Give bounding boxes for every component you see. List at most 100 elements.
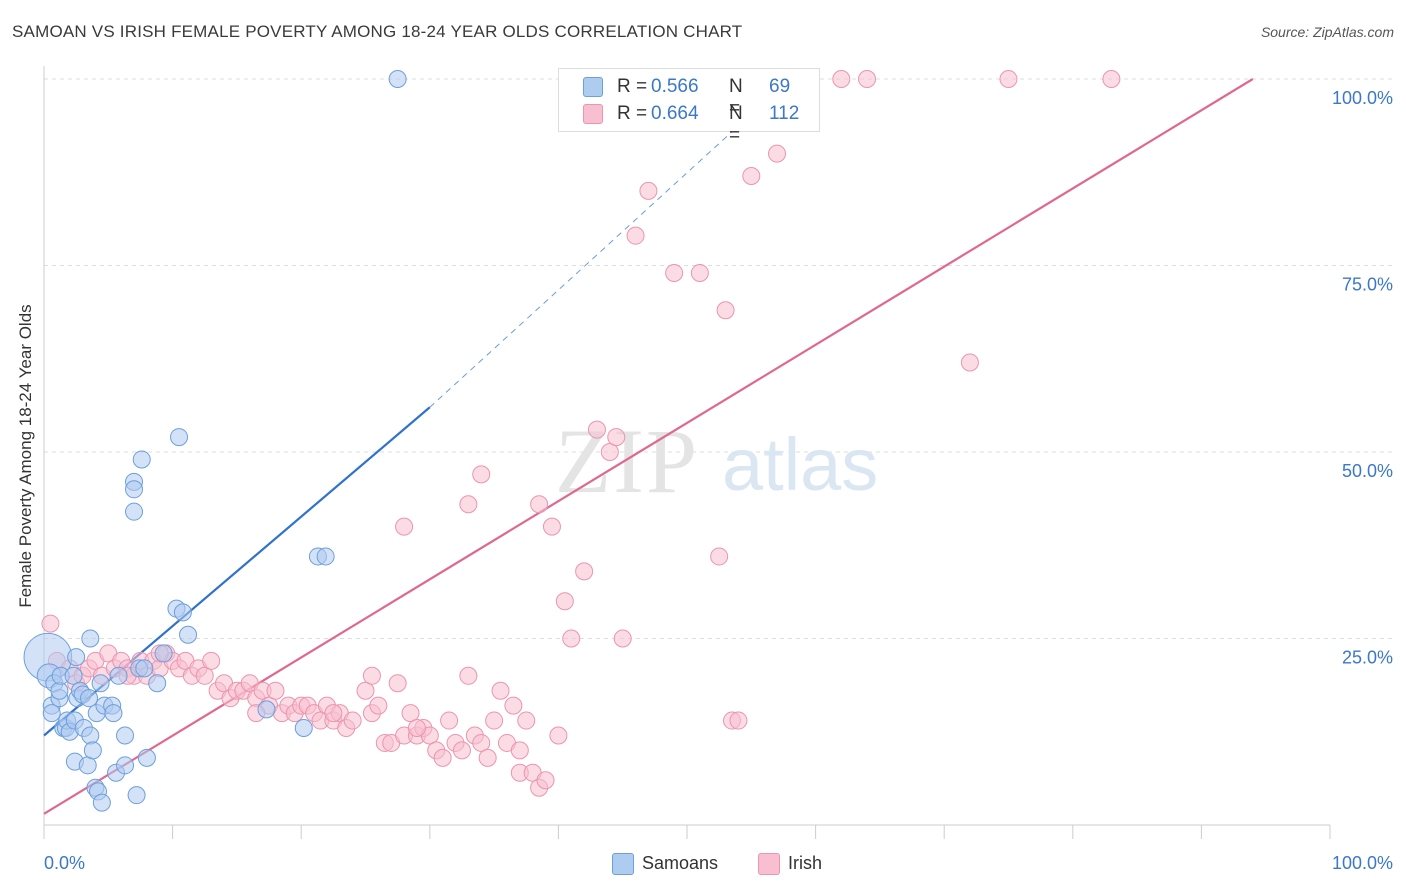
x-tick-label: 0.0% bbox=[44, 853, 85, 873]
irish-points bbox=[41, 70, 1121, 797]
y-tick-label: 100.0% bbox=[1332, 88, 1393, 108]
samoan-point bbox=[257, 700, 276, 719]
irish-point bbox=[202, 651, 221, 670]
samoans-legend-swatch bbox=[612, 853, 634, 875]
samoan-point bbox=[67, 648, 86, 667]
irish-r-value: 0.664 bbox=[651, 103, 699, 124]
samoan-point bbox=[125, 502, 144, 521]
irish-point bbox=[729, 711, 748, 730]
irish-point bbox=[600, 443, 619, 461]
irish-point bbox=[356, 681, 375, 700]
irish-point bbox=[549, 726, 568, 745]
samoan-point bbox=[127, 786, 146, 805]
axes bbox=[43, 66, 1331, 839]
irish-point bbox=[562, 629, 581, 648]
irish-legend-label: Irish bbox=[788, 853, 823, 873]
watermark-zip: ZIP bbox=[555, 410, 699, 512]
samoan-point bbox=[179, 625, 198, 644]
irish-point bbox=[369, 696, 388, 715]
irish-point bbox=[433, 748, 452, 767]
samoans-r-value: 0.566 bbox=[651, 76, 699, 97]
bottom-legend: Samoans Irish bbox=[0, 852, 1406, 878]
samoan-point bbox=[316, 547, 335, 566]
irish-point bbox=[613, 629, 632, 648]
y-tick-label: 75.0% bbox=[1342, 275, 1393, 295]
legend: R = 0.566 N = 69 R = 0.664 N = 112 bbox=[558, 68, 820, 146]
irish-point bbox=[639, 181, 658, 200]
irish-point bbox=[195, 666, 214, 685]
samoan-point bbox=[388, 70, 407, 88]
samoan-point bbox=[109, 666, 128, 685]
irish-point bbox=[472, 733, 491, 752]
irish-point bbox=[716, 301, 735, 320]
samoan-point bbox=[125, 480, 144, 499]
samoans-n-label: N = bbox=[729, 76, 743, 119]
irish-point bbox=[485, 711, 504, 730]
samoan-point bbox=[148, 674, 167, 693]
samoan-point bbox=[154, 644, 173, 663]
samoans-r-label: R = bbox=[617, 76, 648, 97]
samoan-point bbox=[116, 726, 135, 745]
irish-n-label: N = bbox=[729, 103, 743, 146]
gridlines bbox=[44, 78, 1392, 639]
samoans-n-value: 69 bbox=[769, 76, 791, 97]
samoan-point bbox=[92, 793, 111, 812]
samoans-trend-extension bbox=[429, 78, 791, 408]
irish-point bbox=[343, 711, 362, 730]
watermark-atlas: atlas bbox=[722, 423, 878, 506]
chart-title: SAMOAN VS IRISH FEMALE POVERTY AMONG 18-… bbox=[12, 22, 743, 41]
samoan-point bbox=[116, 756, 135, 775]
irish-point bbox=[768, 144, 787, 163]
samoans-legend-label: Samoans bbox=[642, 853, 719, 873]
irish-point bbox=[607, 428, 626, 447]
samoan-point bbox=[294, 719, 313, 738]
samoan-point bbox=[137, 748, 156, 767]
irish-point bbox=[459, 495, 478, 514]
samoan-point bbox=[170, 428, 189, 447]
samoan-point bbox=[91, 674, 110, 693]
y-tick-label: 50.0% bbox=[1342, 461, 1393, 481]
irish-point bbox=[960, 353, 979, 372]
irish-point bbox=[478, 748, 497, 767]
irish-point bbox=[832, 70, 851, 88]
irish-point bbox=[266, 681, 285, 700]
irish-point bbox=[459, 666, 478, 685]
irish-point bbox=[690, 263, 709, 282]
irish-swatch bbox=[583, 104, 603, 124]
irish-point bbox=[517, 711, 536, 730]
samoan-point bbox=[50, 681, 69, 700]
samoan-point bbox=[42, 704, 61, 723]
irish-point bbox=[41, 614, 60, 633]
irish-point bbox=[472, 465, 491, 484]
irish-point bbox=[530, 495, 549, 514]
samoan-point bbox=[173, 603, 192, 622]
irish-point bbox=[626, 226, 645, 245]
samoan-point bbox=[81, 726, 100, 745]
samoan-point bbox=[104, 704, 123, 723]
y-tick-label: 25.0% bbox=[1342, 648, 1393, 668]
samoan-point bbox=[83, 741, 102, 760]
irish-r-label: R = bbox=[617, 103, 648, 124]
samoan-point bbox=[135, 659, 154, 678]
tick-labels: 25.0% 50.0% 75.0% 100.0% 0.0% 100.0% bbox=[44, 88, 1393, 873]
irish-point bbox=[407, 719, 426, 738]
irish-point bbox=[504, 696, 523, 715]
samoan-point bbox=[81, 629, 100, 648]
irish-point bbox=[362, 666, 381, 685]
irish-point bbox=[742, 166, 761, 185]
irish-point bbox=[1102, 70, 1121, 88]
y-axis-label: Female Poverty Among 18-24 Year Olds bbox=[16, 304, 35, 607]
irish-legend-swatch bbox=[758, 853, 780, 875]
samoan-point bbox=[80, 689, 99, 708]
chart-source: Source: ZipAtlas.com bbox=[1260, 24, 1394, 40]
samoan-point bbox=[64, 666, 83, 685]
irish-point bbox=[510, 741, 529, 760]
samoan-points bbox=[23, 70, 407, 812]
irish-point bbox=[665, 263, 684, 282]
irish-point bbox=[555, 592, 574, 611]
irish-point bbox=[858, 70, 877, 88]
irish-point bbox=[440, 711, 459, 730]
irish-n-value: 112 bbox=[769, 103, 800, 124]
samoans-swatch bbox=[583, 77, 603, 97]
